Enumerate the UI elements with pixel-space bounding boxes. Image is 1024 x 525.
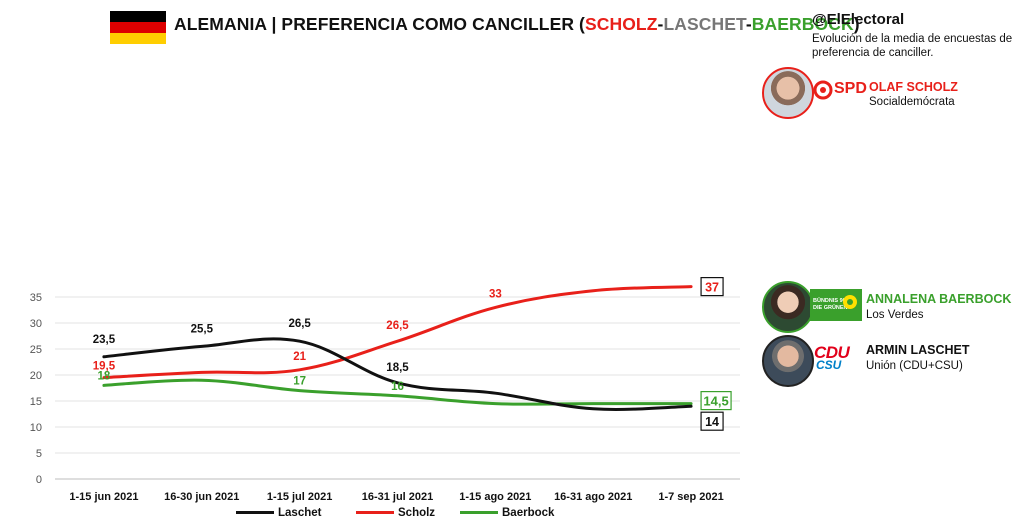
spd-logo: SPD [834,80,867,97]
series-line-laschet [102,337,693,411]
title-suffix: ) [853,14,860,34]
baerbock-photo [762,281,814,333]
title-prefix: ALEMANIA | PREFERENCIA COMO CANCILLER ( [174,14,585,34]
data-label: 16 [391,381,404,393]
title-scholz: SCHOLZ [584,14,658,34]
x-tick-label: 16-31 jul 2021 [362,491,434,503]
series-layer [102,285,693,411]
data-label: 33 [489,288,502,300]
legend-swatch [460,511,498,515]
legend-label: Baerbock [502,507,555,519]
legend-label: Scholz [398,507,436,519]
y-tick-label: 5 [36,448,42,460]
csu-logo: CSU [816,358,842,372]
grid-layer: 0 5 10 15 20 25 30 35 1-15 jun 2021 16-30 jun 202… [30,292,740,503]
y-tick-label: 0 [36,474,42,486]
greens-logo-line1: BÜNDNIS 90 [813,298,846,304]
legend-label: Laschet [278,507,322,519]
data-label: 23,5 [93,334,116,346]
x-tick-label: 1-15 jul 2021 [267,491,332,503]
scholz-party: Socialdemócrata [869,96,955,108]
data-label: 19,5 [93,361,116,373]
x-tick-label: 16-30 jun 2021 [164,491,239,503]
series-line-baerbock [102,378,693,406]
author-handle: @ElElectoral [812,11,905,28]
baerbock-name: ANNALENA BAERBOCK [866,292,1012,306]
data-label: 26,5 [288,318,311,330]
data-label: 21 [293,351,306,363]
y-tick-label: 30 [30,318,42,330]
spd-rose-icon [813,80,833,100]
y-tick-label: 10 [30,422,42,434]
y-tick-label: 35 [30,292,42,304]
title-dash: - [657,14,664,34]
data-label: 18 [98,370,111,382]
y-tick-label: 25 [30,344,42,356]
legend-swatch [356,511,394,515]
germany-flag-icon [110,11,166,44]
end-value-box [700,391,732,411]
y-tick-label: 15 [30,396,42,408]
legend-item-laschet: Laschet [236,507,321,519]
end-value-label: 14,5 [703,394,728,409]
x-tick-label: 1-7 sep 2021 [658,491,723,503]
label-layer: 23,5 25,5 26,5 18,5 14 19,5 21 26,5 33 37 18 17 16 14… [93,277,732,431]
cdu-logo: CDU [814,343,850,362]
x-tick-label: 1-15 jun 2021 [69,491,138,503]
title-baerbock: BAERBOCK [751,14,854,34]
end-value-label: 14 [705,415,719,429]
scholz-name: OLAF SCHOLZ [869,80,958,94]
title-dash: - [745,14,752,34]
sunflower-icon [843,295,857,309]
data-label: 18,5 [386,362,409,374]
y-tick-label: 20 [30,370,42,382]
end-value-label: 37 [705,281,719,295]
legend-item-scholz: Scholz [356,507,435,519]
chart-title: ALEMANIA | PREFERENCIA COMO CANCILLER (S… [174,14,860,35]
greens-logo-line2: DIE GRÜNEN [813,305,848,311]
legend-item-baerbock: Baerbock [460,507,554,519]
x-tick-label: 1-15 ago 2021 [459,491,531,503]
series-line-scholz [102,285,693,380]
laschet-photo [762,335,814,387]
end-value-box [700,411,724,431]
legend-swatch [236,511,274,515]
data-label: 25,5 [191,323,214,335]
x-tick-label: 16-31 ago 2021 [554,491,632,503]
data-label: 26,5 [386,320,409,332]
data-label: 17 [293,376,306,388]
laschet-name: ARMIN LASCHET [866,343,970,357]
baerbock-party: Los Verdes [866,309,924,321]
end-value-box [700,277,724,297]
chart-subtitle: Evolución de la media de encuestas de pr… [812,33,1013,59]
greens-logo: BÜNDNIS 90 DIE GRÜNEN [810,289,862,321]
title-laschet: LASCHET [663,14,746,34]
laschet-party: Unión (CDU+CSU) [866,360,963,372]
scholz-photo [762,67,814,119]
